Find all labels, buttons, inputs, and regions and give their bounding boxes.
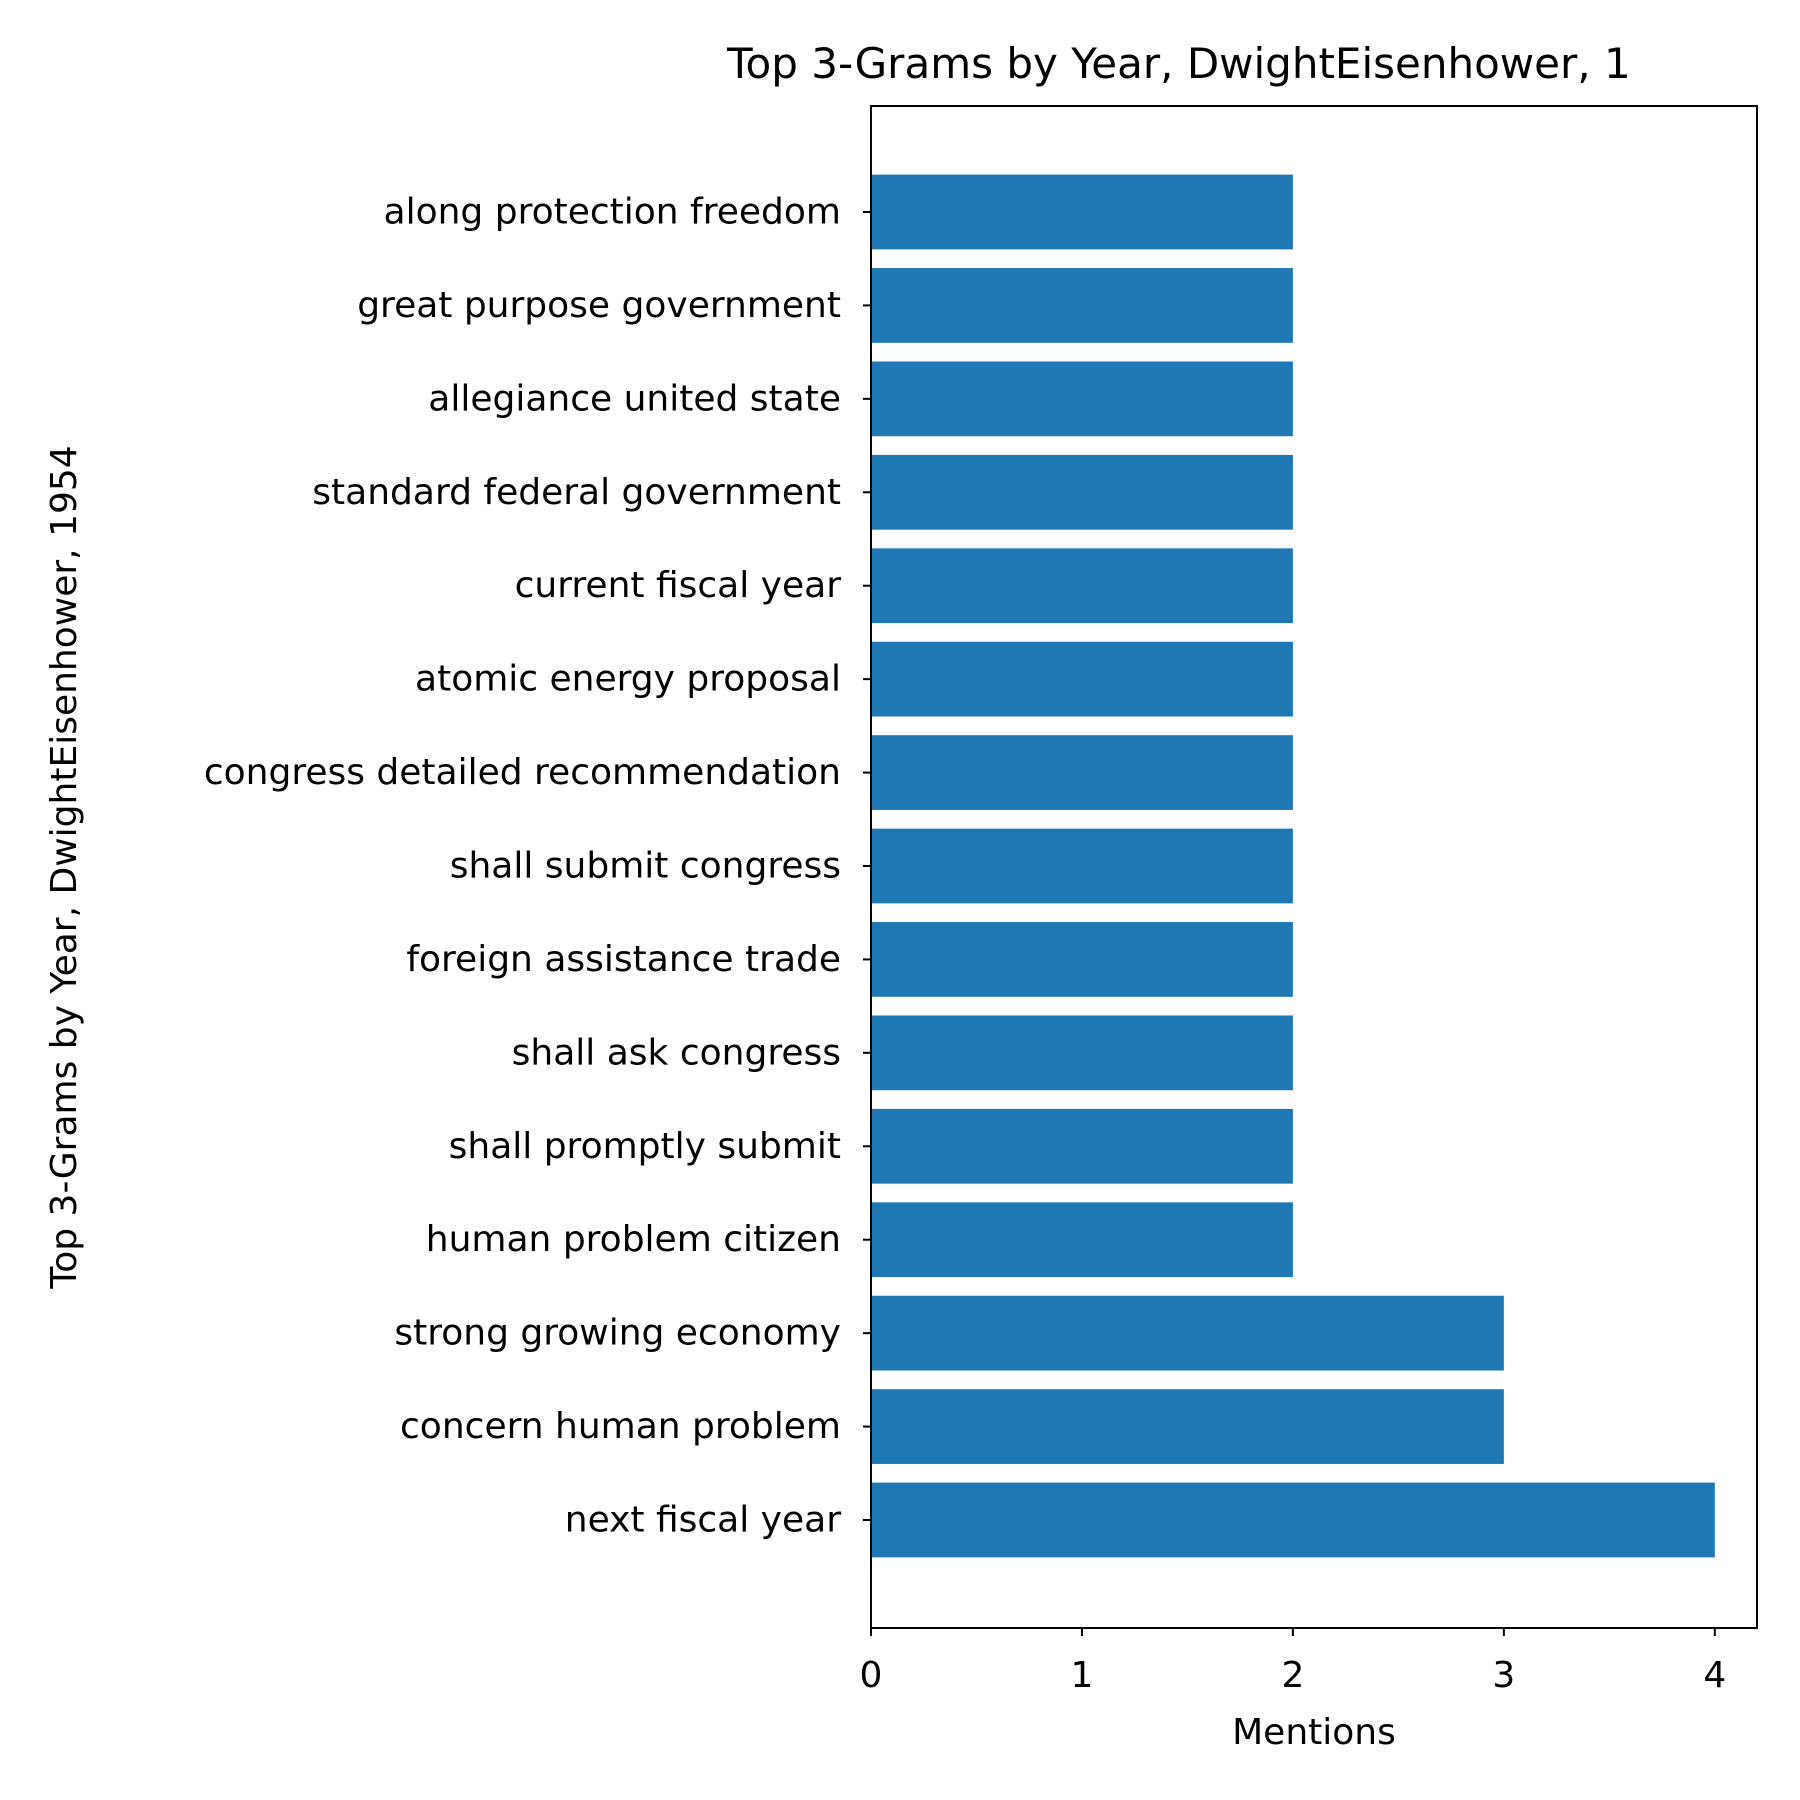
y-tick-label: allegiance united state: [428, 378, 841, 419]
bar: [871, 454, 1293, 530]
x-tick-label: 0: [860, 1655, 883, 1696]
y-tick-label: congress detailed recommendation: [204, 752, 841, 793]
chart-title: Top 3-Grams by Year, DwightEisenhower, 1: [726, 39, 1631, 88]
x-tick-label: 2: [1281, 1655, 1304, 1696]
bar: [871, 1482, 1715, 1558]
y-tick-label: shall ask congress: [512, 1032, 841, 1073]
x-axis-title: Mentions: [1232, 1712, 1396, 1753]
y-axis-title: Top 3-Grams by Year, DwightEisenhower, 1…: [44, 445, 85, 1289]
y-tick-label: concern human problem: [400, 1406, 841, 1447]
bar: [871, 735, 1293, 810]
y-tick-label: along protection freedom: [384, 192, 841, 233]
y-tick-label: foreign assistance trade: [406, 939, 841, 980]
x-ticks-group: 0 1 2 3 4: [860, 1628, 1726, 1696]
x-tick-label: 4: [1703, 1655, 1726, 1696]
y-tick-label: great purpose government: [357, 285, 841, 326]
x-tick-label: 1: [1070, 1655, 1093, 1696]
y-tick-label: shall promptly submit: [449, 1126, 841, 1167]
bar: [871, 828, 1293, 904]
y-tick-label: strong growing economy: [394, 1313, 841, 1354]
bar: [871, 1295, 1504, 1371]
y-tick-label: standard federal government: [312, 472, 841, 513]
x-tick-label: 3: [1492, 1655, 1515, 1696]
bar: [871, 174, 1293, 250]
y-tick-label: next fiscal year: [565, 1500, 841, 1541]
bar: [871, 548, 1293, 624]
bar: [871, 1108, 1293, 1184]
bar: [871, 1202, 1293, 1278]
y-tick-label: shall submit congress: [450, 846, 841, 887]
bars-group: [871, 174, 1715, 1558]
bar: [871, 268, 1293, 343]
bar: [871, 1015, 1293, 1091]
bar: [871, 361, 1293, 437]
bar: [871, 922, 1293, 997]
bar: [871, 1389, 1504, 1464]
y-tick-label: current fiscal year: [515, 565, 842, 606]
plot-frame: [870, 105, 1758, 1629]
y-tick-label: human problem citizen: [426, 1219, 841, 1260]
y-ticks-group: next fiscal year concern human problem str…: [204, 192, 871, 1541]
bar: [871, 641, 1293, 717]
y-tick-label: atomic energy proposal: [415, 659, 841, 700]
